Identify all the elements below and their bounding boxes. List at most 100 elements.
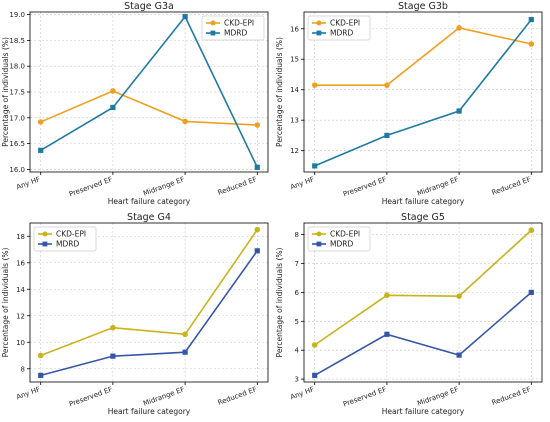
y-tick-label: 18 [16,233,25,241]
legend-swatch-marker [316,20,322,26]
data-point [254,248,260,254]
x-tick-label: Reduced EF [491,385,532,407]
y-tick-label: 7 [295,260,299,268]
data-point [110,353,116,359]
series-line-mdrd [40,250,258,377]
series-line-mdrd [40,15,259,168]
y-tick-label: 15 [290,56,299,64]
series-line-ckd-epi [314,229,532,346]
legend-swatch-marker [316,30,322,36]
data-point [456,25,462,31]
chart-panel-4: Stage G5 3 4 5 6 7 8 Any HF Preserved EF Midrange… [275,212,543,416]
x-tick-label: Preserved EF [68,385,114,408]
series-line-ckd-epi [40,90,258,126]
data-point [528,41,535,47]
x-tick-label: Midrange EF [416,385,460,407]
plot-frame [303,222,543,383]
plot-frame [29,222,269,383]
data-point [182,349,188,355]
x-axis-label: Heart failure category [382,197,465,206]
x-axis-label: Heart failure category [108,197,191,206]
x-tick-label: Any HF [289,175,315,191]
legend-swatch-marker [42,231,48,237]
y-tick-label: 8 [295,231,299,239]
legend-label: MDRD [224,29,247,38]
data-point [528,17,534,23]
y-tick-label: 16 [16,259,25,267]
x-tick-label: Any HF [289,385,315,401]
legend-label: CKD-EPI [330,19,360,28]
y-tick-label: 3 [295,376,299,384]
data-point [456,293,462,299]
x-tick-label: Reduced EF [491,175,532,197]
data-point [384,331,390,337]
series-line-ckd-epi [40,229,258,357]
x-axis-label: Heart failure category [108,407,191,416]
chart-title: Stage G3a [124,1,174,12]
x-tick-label: Reduced EF [217,175,258,197]
y-tick-label: 12 [16,312,25,320]
data-point [182,118,188,125]
y-tick-label: 13 [290,117,299,125]
chart-panel-1: Stage G3a 16.0 16.5 17.0 17.5 18.0 18.5 19.0 Any… [1,1,269,206]
y-axis-label: Percentage of individuals (%) [275,37,284,147]
y-tick-label: 8 [21,365,25,373]
y-tick-label: 17.0 [9,114,25,122]
y-tick-label: 12 [290,147,299,155]
data-point [182,14,188,20]
y-tick-label: 18.5 [9,37,25,45]
series-line-mdrd [314,19,532,167]
chart-title: Stage G3b [398,1,448,12]
legend-swatch-marker [42,241,48,247]
legend-label: CKD-EPI [56,230,86,239]
data-point [456,352,462,358]
x-tick-label: Preserved EF [342,385,388,408]
legend-swatch-marker [316,241,322,247]
data-point [38,372,44,378]
legend-swatch-marker [210,20,216,26]
data-point [110,324,116,331]
data-point [384,82,390,88]
data-point [254,226,261,233]
data-point [254,164,260,170]
data-point [110,104,116,111]
y-axis-label: Percentage of individuals (%) [275,247,284,357]
plot-frame [303,11,543,173]
data-point [311,82,318,88]
y-tick-label: 4 [295,347,300,355]
x-tick-label: Any HF [15,385,41,401]
legend-swatch-marker [210,30,216,36]
data-point [384,292,390,299]
data-point [312,372,318,378]
legend-label: MDRD [330,240,353,249]
y-tick-label: 18.0 [9,63,25,71]
data-point [37,119,44,125]
data-point [182,331,188,338]
legend-box [307,226,371,252]
y-axis-label: Percentage of individuals (%) [1,37,10,147]
y-tick-label: 10 [16,339,25,347]
legend-label: CKD-EPI [330,230,360,239]
chart-title: Stage G5 [401,212,445,223]
y-tick-label: 14 [16,286,25,294]
x-axis-label: Heart failure category [382,407,465,416]
x-tick-label: Reduced EF [217,385,258,407]
y-tick-label: 17.5 [9,89,25,97]
y-tick-label: 14 [290,86,299,94]
y-axis-label: Percentage of individuals (%) [1,247,10,357]
data-point [37,352,44,359]
x-tick-label: Midrange EF [416,175,460,197]
y-tick-label: 5 [295,318,299,326]
data-point [38,147,44,153]
legend-box [307,15,371,41]
y-tick-label: 16.5 [9,140,25,148]
y-tick-label: 19.0 [9,11,25,19]
x-tick-label: Midrange EF [142,385,186,407]
legend-box [201,15,265,41]
x-tick-label: Preserved EF [342,175,388,198]
x-tick-label: Any HF [15,175,41,191]
x-tick-label: Midrange EF [142,175,186,197]
data-point [312,163,318,169]
series-line-mdrd [314,291,532,377]
chart-panel-2: Stage G3b 12 13 14 15 16 Any HF Preserved EF Mid… [275,1,543,206]
